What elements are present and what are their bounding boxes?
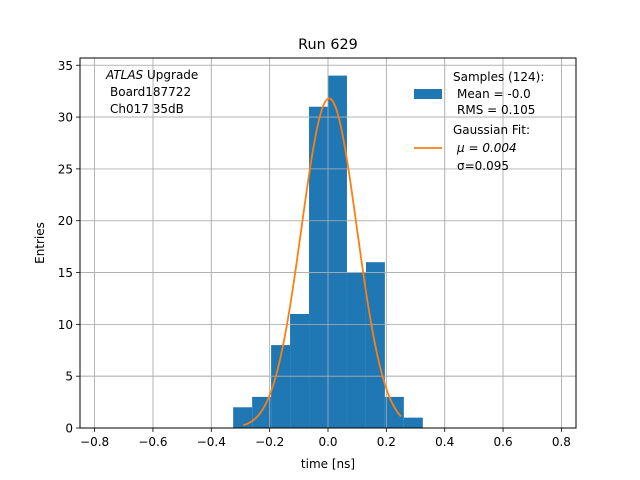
- x-tick-label: −0.4: [197, 435, 226, 449]
- x-tick-label: 0.6: [494, 435, 513, 449]
- histogram-bar: [290, 313, 310, 428]
- y-tick-label: 25: [58, 162, 73, 176]
- y-axis-ticks: 0 5 10 15 20 25 30 35: [58, 59, 80, 436]
- gaussian-fit: [243, 97, 402, 427]
- y-tick-label: 10: [58, 318, 73, 332]
- chart-title: Run 629: [298, 37, 358, 53]
- y-tick-label: 20: [58, 214, 73, 228]
- x-tick-label: 0.8: [552, 435, 571, 449]
- x-tick-label: −0.8: [80, 435, 109, 449]
- legend: Samples (124): Mean = -0.0 RMS = 0.105 G…: [414, 70, 544, 173]
- histogram-bars: [80, 58, 576, 429]
- legend-fit-line-3: σ=0.095: [457, 159, 509, 173]
- y-tick-label: 35: [58, 59, 73, 73]
- annotation-line-2: Board187722: [110, 85, 191, 99]
- legend-hist-line-2: Mean = -0.0: [457, 87, 531, 101]
- x-tick-label: 0.2: [377, 435, 396, 449]
- atlas-annotation: ATLAS Upgrade Board187722 Ch017 35dB: [105, 68, 198, 116]
- gaussian-fit-curve: [243, 97, 402, 427]
- histogram-bar: [403, 417, 423, 428]
- legend-fit-line-2: μ = 0.004: [456, 141, 517, 155]
- y-tick-label: 5: [65, 370, 73, 384]
- x-tick-label: −0.2: [255, 435, 284, 449]
- histogram-bar: [233, 407, 253, 428]
- x-axis-ticks: −0.8 −0.6 −0.4 −0.2 0.0 0.2 0.4 0.6 0.8: [80, 428, 571, 449]
- x-axis-label: time [ns]: [301, 457, 355, 471]
- histogram-bar: [346, 272, 366, 428]
- x-tick-label: 0.4: [435, 435, 454, 449]
- atlas-italic-label: ATLAS: [105, 68, 144, 82]
- y-tick-label: 15: [58, 266, 73, 280]
- y-axis-label: Entries: [33, 222, 47, 264]
- y-tick-label: 0: [65, 422, 73, 436]
- histogram-bar: [309, 106, 328, 428]
- annotation-line-3: Ch017 35dB: [110, 102, 184, 116]
- histogram-bar: [384, 396, 404, 428]
- y-tick-label: 30: [58, 111, 73, 125]
- annotation-line-1: ATLAS Upgrade: [105, 68, 198, 82]
- x-tick-label: −0.6: [138, 435, 167, 449]
- histogram-bar: [328, 75, 347, 428]
- annotation-upgrade-label: Upgrade: [143, 68, 198, 82]
- legend-hist-line-1: Samples (124):: [453, 70, 544, 84]
- legend-fit-line-1: Gaussian Fit:: [453, 123, 530, 137]
- legend-hist-line-3: RMS = 0.105: [457, 103, 535, 117]
- histogram-bar: [271, 345, 291, 428]
- legend-hist-swatch: [414, 89, 442, 99]
- x-tick-label: 0.0: [318, 435, 337, 449]
